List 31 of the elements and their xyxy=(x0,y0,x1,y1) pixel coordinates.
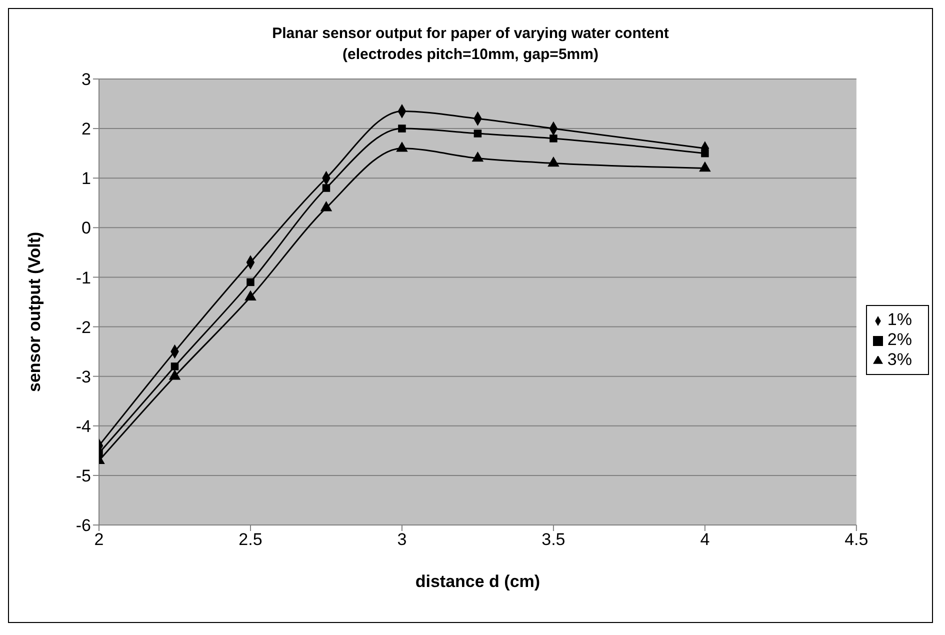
y-axis-title: sensor output (Volt) xyxy=(25,232,44,392)
x-tick-label: 2.5 xyxy=(238,530,262,550)
point xyxy=(320,201,332,212)
legend-label: 2% xyxy=(887,330,912,349)
point xyxy=(246,278,254,286)
point xyxy=(474,130,482,138)
point xyxy=(170,362,179,370)
y-tick-label: 3 xyxy=(82,70,91,90)
legend-label: 1% xyxy=(887,310,912,329)
y-tick-label: -1 xyxy=(76,268,91,288)
chart-subtitle: (electrodes pitch=10mm, gap=5mm) xyxy=(342,45,600,65)
y-tick-label: 1 xyxy=(82,169,91,188)
y-tick-label: -3 xyxy=(76,367,91,386)
point xyxy=(701,149,709,158)
point xyxy=(322,184,330,192)
y-tick-label: -5 xyxy=(76,466,91,486)
point xyxy=(398,124,406,132)
x-axis-title: distance d (cm) xyxy=(415,572,540,591)
y-tick-label: -6 xyxy=(76,516,91,536)
x-tick-label: 2 xyxy=(94,530,104,550)
x-tick-label: 4 xyxy=(700,530,710,550)
y-tick-label: 2 xyxy=(82,120,91,139)
y-tick-label: -2 xyxy=(76,318,91,337)
legend-label: 3% xyxy=(887,350,912,369)
y-tick-label: -4 xyxy=(76,416,91,436)
x-tick-label: 3 xyxy=(397,530,407,550)
x-tick-label: 3.5 xyxy=(542,530,566,550)
point xyxy=(550,134,558,142)
y-tick-label: 0 xyxy=(82,218,91,238)
chart-title: Planar sensor output for paper of varying water content xyxy=(271,24,670,44)
x-tick-label: 4.5 xyxy=(844,530,868,550)
